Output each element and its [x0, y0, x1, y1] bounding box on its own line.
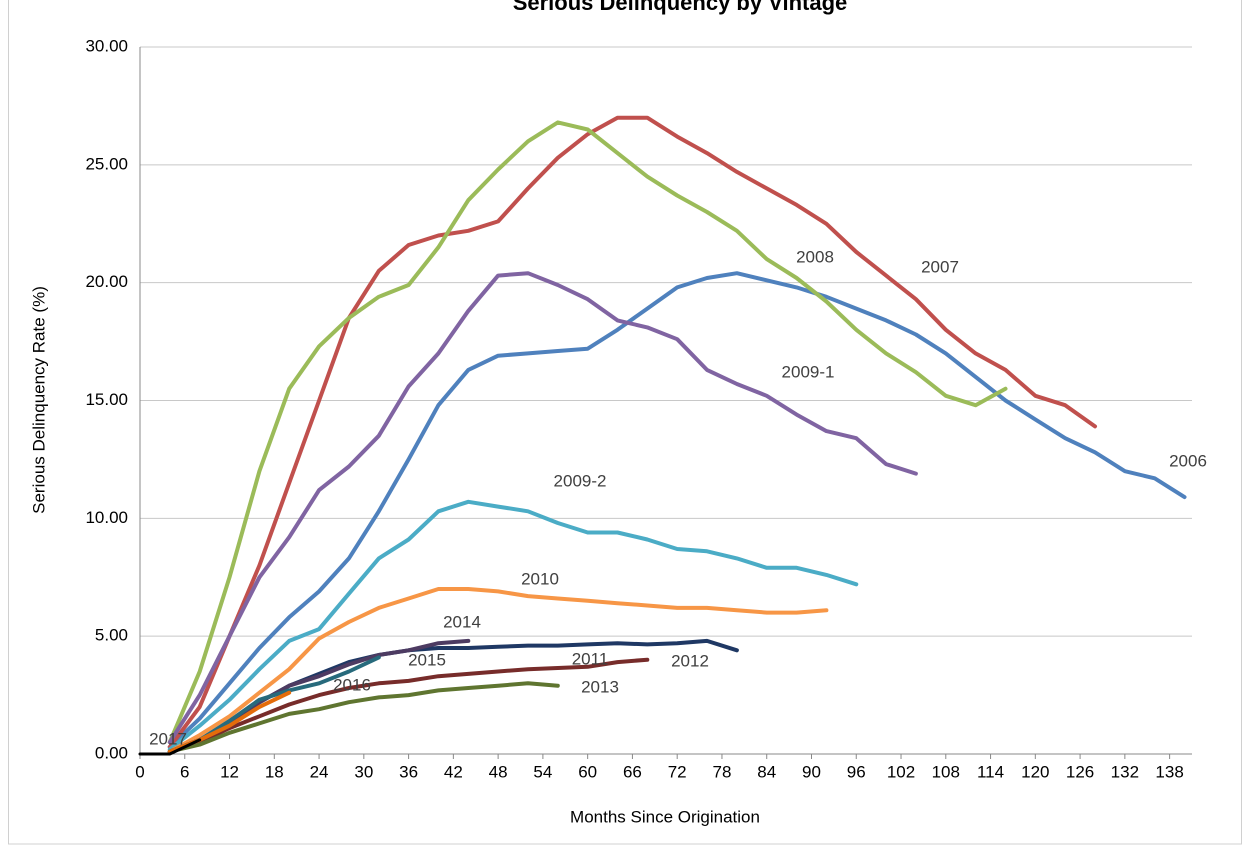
x-tick-label: 24: [310, 762, 329, 781]
x-tick-label: 102: [887, 762, 915, 781]
x-tick-label: 114: [977, 762, 1004, 781]
series-label: 2017: [149, 729, 187, 748]
y-tick-label: 15.00: [85, 390, 128, 409]
x-tick-label: 120: [1021, 762, 1049, 781]
x-tick-label: 72: [668, 762, 687, 781]
x-tick-label: 78: [712, 762, 731, 781]
x-tick-label: 60: [578, 762, 597, 781]
series-label: 2012: [671, 651, 709, 670]
x-tick-label: 48: [489, 762, 508, 781]
series-label: 2008: [796, 247, 834, 266]
series-label: 2009-1: [782, 362, 835, 381]
x-tick-label: 42: [444, 762, 463, 781]
x-tick-label: 66: [623, 762, 642, 781]
series-line: [167, 587, 829, 754]
series-line: [167, 115, 1097, 749]
series-label: 2016: [333, 675, 371, 694]
x-tick-label: 18: [265, 762, 284, 781]
x-tick-label: 90: [802, 762, 821, 781]
y-tick-label: 25.00: [85, 154, 128, 173]
series-label: 2006: [1169, 451, 1207, 470]
y-tick-label: 5.00: [95, 626, 128, 645]
series-line: [167, 681, 560, 754]
series-label: 2015: [408, 650, 446, 669]
x-tick-label: 6: [180, 762, 189, 781]
x-tick-label: 12: [220, 762, 239, 781]
x-tick-label: 30: [354, 762, 373, 781]
x-tick-label: 96: [847, 762, 866, 781]
x-tick-label: 36: [399, 762, 418, 781]
series-line: [167, 271, 918, 745]
x-tick-label: 126: [1066, 762, 1094, 781]
y-tick-label: 10.00: [85, 508, 128, 527]
series-line: [167, 499, 859, 752]
series-label: 2014: [443, 612, 481, 631]
x-tick-label: 132: [1111, 762, 1139, 781]
series-label: 2010: [521, 569, 559, 588]
series-label: 2007: [921, 257, 959, 276]
chart-title: Serious Delinquency by Vintage: [513, 0, 848, 15]
y-axis-label: Serious Delinquency Rate (%): [29, 286, 48, 514]
series-line: [138, 738, 202, 756]
series-label: 2009-2: [554, 471, 607, 490]
series-label: 2011: [572, 649, 609, 668]
series-line: [167, 657, 650, 754]
x-tick-label: 0: [135, 762, 144, 781]
x-tick-label: 108: [932, 762, 960, 781]
series-line: [167, 120, 1008, 745]
series-label: 2013: [581, 677, 619, 696]
x-tick-label: 138: [1155, 762, 1183, 781]
y-tick-label: 30.00: [85, 36, 128, 55]
x-tick-label: 84: [757, 762, 776, 781]
x-axis-label: Months Since Origination: [570, 807, 760, 826]
x-tick-label: 54: [533, 762, 552, 781]
y-tick-label: 20.00: [85, 272, 128, 291]
y-tick-label: 0.00: [95, 743, 128, 762]
series-line: [167, 271, 1187, 749]
